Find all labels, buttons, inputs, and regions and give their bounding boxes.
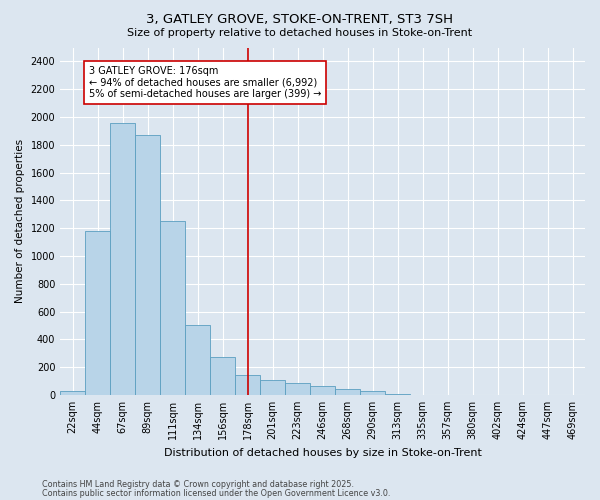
Bar: [110, 122, 135, 395]
Bar: [85, 231, 110, 395]
X-axis label: Distribution of detached houses by size in Stoke-on-Trent: Distribution of detached houses by size …: [164, 448, 482, 458]
Bar: [260, 380, 285, 395]
Bar: [235, 376, 260, 395]
Text: 3, GATLEY GROVE, STOKE-ON-TRENT, ST3 7SH: 3, GATLEY GROVE, STOKE-ON-TRENT, ST3 7SH: [146, 12, 454, 26]
Bar: [385, 394, 410, 395]
Text: Contains HM Land Registry data © Crown copyright and database right 2025.: Contains HM Land Registry data © Crown c…: [42, 480, 354, 489]
Bar: [335, 390, 360, 395]
Text: Contains public sector information licensed under the Open Government Licence v3: Contains public sector information licen…: [42, 488, 391, 498]
Text: 3 GATLEY GROVE: 176sqm
← 94% of detached houses are smaller (6,992)
5% of semi-d: 3 GATLEY GROVE: 176sqm ← 94% of detached…: [89, 66, 321, 99]
Bar: [285, 383, 310, 395]
Bar: [210, 358, 235, 395]
Text: Size of property relative to detached houses in Stoke-on-Trent: Size of property relative to detached ho…: [127, 28, 473, 38]
Bar: [360, 392, 385, 395]
Bar: [135, 135, 160, 395]
Bar: [60, 391, 85, 395]
Bar: [160, 221, 185, 395]
Y-axis label: Number of detached properties: Number of detached properties: [15, 139, 25, 304]
Bar: [185, 326, 210, 395]
Bar: [310, 386, 335, 395]
